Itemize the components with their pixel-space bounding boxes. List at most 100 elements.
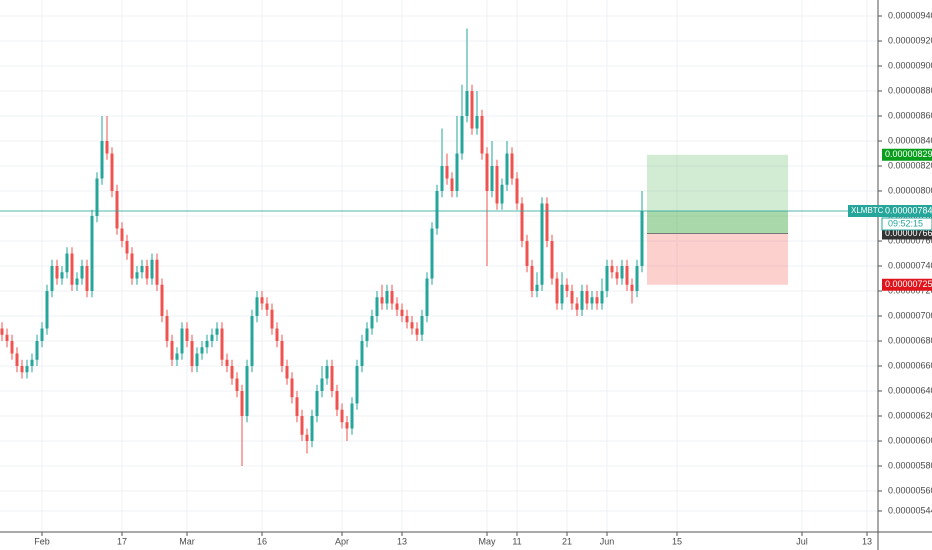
candle-body: [265, 303, 269, 310]
candle-body: [130, 253, 134, 279]
candle-body: [385, 291, 389, 304]
candle-body: [260, 297, 264, 304]
candle-body: [45, 291, 49, 329]
candle-body: [75, 278, 79, 285]
candle-body: [120, 228, 124, 241]
candle-body: [505, 153, 509, 185]
candle-body: [345, 422, 349, 429]
candle-body: [475, 116, 479, 129]
x-tick-label: Apr: [335, 536, 349, 546]
candle-body: [115, 191, 119, 229]
candle-body: [440, 166, 444, 191]
candle-body: [365, 328, 369, 341]
candle-body: [5, 334, 9, 341]
last-price-badge: [882, 205, 932, 217]
candle-body: [500, 184, 504, 204]
candle-body: [560, 284, 564, 304]
candle-body: [630, 284, 634, 291]
candle-body: [145, 266, 149, 279]
candle-body: [220, 328, 224, 360]
symbol-badge: [848, 205, 882, 217]
candle-body: [545, 203, 549, 241]
candle-body: [480, 116, 484, 154]
candle-body: [485, 153, 489, 191]
candle-body: [535, 284, 539, 291]
target-zone: [647, 154, 788, 234]
x-tick-label: 13: [862, 536, 872, 546]
candle-body: [620, 266, 624, 279]
candle-body: [190, 341, 194, 366]
candle-body: [310, 416, 314, 441]
candle-body: [235, 378, 239, 391]
candle-body: [65, 253, 69, 273]
candle-body: [110, 153, 114, 191]
candle-body: [10, 341, 14, 354]
candle-body: [315, 391, 319, 416]
y-tick-label: 0.00000920: [888, 35, 932, 45]
candle-body: [325, 366, 329, 379]
target-label: 0.00000829: [885, 149, 932, 159]
candle-body: [295, 397, 299, 416]
candle-body: [360, 341, 364, 366]
y-tick-label: 0.00000544: [888, 505, 932, 515]
y-tick-label: 0.00000600: [888, 435, 932, 445]
y-tick-label: 0.00000800: [888, 185, 932, 195]
candle-body: [435, 191, 439, 229]
candle-body: [0, 328, 4, 335]
candle-body: [20, 366, 24, 373]
candle-body: [195, 353, 199, 366]
candle-body: [565, 284, 569, 291]
y-tick-label: 0.00000660: [888, 360, 932, 370]
candle-body: [520, 203, 524, 241]
candle-body: [380, 297, 384, 304]
candle-body: [610, 266, 614, 273]
x-tick-label: 15: [672, 536, 682, 546]
candle-body: [600, 291, 604, 304]
y-tick-label: 0.00000700: [888, 310, 932, 320]
candle-body: [445, 166, 449, 179]
x-tick-label: 21: [562, 536, 572, 546]
stop-badge: [882, 278, 932, 291]
candle-body: [370, 316, 374, 329]
candle-body: [510, 153, 514, 179]
candle-body: [280, 341, 284, 366]
candle-body: [415, 328, 419, 335]
countdown-label: 09:52:15: [888, 218, 923, 228]
candle-body: [300, 416, 304, 435]
candle-body: [205, 341, 209, 348]
candle-body: [375, 297, 379, 316]
candle-body: [185, 328, 189, 341]
candle-body: [430, 228, 434, 279]
candle-body: [320, 378, 324, 391]
candle-body: [465, 91, 469, 116]
y-tick-label: 0.00000820: [888, 160, 932, 170]
candle-body: [50, 266, 54, 291]
candle-body: [530, 266, 534, 291]
candle-body: [330, 366, 334, 391]
candle-body: [470, 91, 474, 129]
candle-body: [270, 309, 274, 329]
candle-body: [420, 316, 424, 335]
candle-body: [540, 203, 544, 285]
y-tick-label: 0.00000940: [888, 10, 932, 20]
candle-body: [140, 266, 144, 273]
candle-body: [355, 366, 359, 404]
candle-body: [525, 241, 529, 266]
candle-body: [40, 328, 44, 341]
candle-body: [615, 272, 619, 279]
candle-body: [25, 366, 29, 373]
candle-body: [225, 359, 229, 366]
candle-body: [150, 259, 154, 279]
x-tick-label: 16: [257, 536, 267, 546]
entry-label: 0.00000766: [885, 228, 932, 238]
candle-body: [240, 391, 244, 416]
candle-body: [70, 253, 74, 285]
x-tick-label: Feb: [34, 536, 50, 546]
candle-body: [410, 322, 414, 329]
countdown-badge: [881, 217, 932, 231]
candle-body: [400, 309, 404, 316]
candle-body: [305, 434, 309, 441]
